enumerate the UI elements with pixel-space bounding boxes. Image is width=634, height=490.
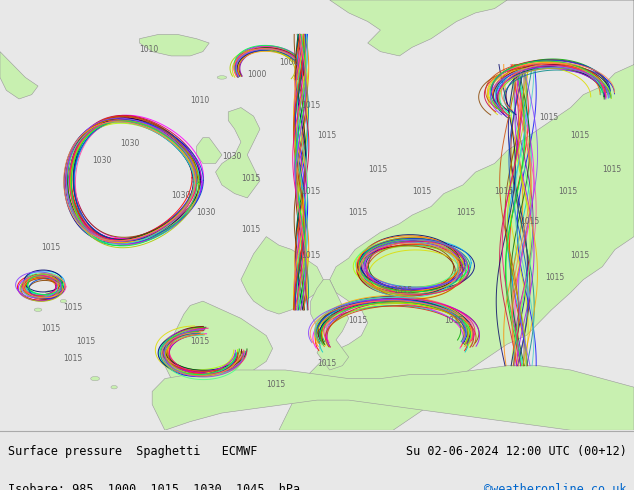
Text: 1015: 1015 (241, 225, 260, 234)
Text: 1030: 1030 (171, 191, 191, 200)
Polygon shape (152, 366, 634, 430)
Polygon shape (241, 237, 323, 314)
Ellipse shape (46, 291, 56, 294)
Text: 1015: 1015 (301, 100, 320, 110)
Text: 1015: 1015 (241, 173, 260, 183)
Ellipse shape (60, 299, 67, 303)
Text: 1015: 1015 (41, 243, 60, 251)
Polygon shape (279, 0, 634, 430)
Polygon shape (311, 280, 349, 370)
Text: 1015: 1015 (190, 337, 209, 346)
Text: ©weatheronline.co.uk: ©weatheronline.co.uk (484, 483, 626, 490)
Text: 1015: 1015 (520, 217, 539, 226)
Text: 1015: 1015 (602, 165, 621, 174)
Text: 1030: 1030 (120, 139, 140, 148)
Text: 1015: 1015 (41, 324, 60, 333)
Polygon shape (197, 138, 222, 164)
Text: 1015: 1015 (63, 303, 82, 312)
Ellipse shape (217, 76, 226, 79)
Text: 1015: 1015 (63, 354, 82, 364)
Text: Isobare: 985  1000  1015  1030  1045  hPa: Isobare: 985 1000 1015 1030 1045 hPa (8, 483, 300, 490)
Text: 1000: 1000 (247, 71, 267, 79)
Text: 1015: 1015 (317, 131, 336, 140)
Text: 1015: 1015 (266, 380, 285, 389)
Text: 1015: 1015 (539, 114, 558, 122)
Text: 1010: 1010 (190, 96, 209, 105)
Ellipse shape (91, 376, 100, 381)
Text: Su 02-06-2024 12:00 UTC (00+12): Su 02-06-2024 12:00 UTC (00+12) (406, 445, 626, 458)
Text: 1015: 1015 (571, 251, 590, 260)
Text: 1015: 1015 (558, 187, 577, 196)
Text: 1015: 1015 (301, 251, 320, 260)
Text: 1015: 1015 (393, 286, 412, 294)
Text: 1030: 1030 (197, 208, 216, 217)
Text: 1015: 1015 (76, 337, 95, 346)
Text: 1010: 1010 (139, 45, 158, 53)
Text: 1015: 1015 (456, 208, 476, 217)
Text: 1015: 1015 (495, 187, 514, 196)
Text: 1015: 1015 (349, 208, 368, 217)
Polygon shape (216, 108, 260, 198)
Polygon shape (165, 301, 273, 392)
Text: 1015: 1015 (349, 316, 368, 325)
Text: 1030: 1030 (222, 152, 242, 161)
Text: 1015: 1015 (412, 187, 431, 196)
Text: 1015: 1015 (317, 359, 336, 368)
Ellipse shape (34, 308, 42, 312)
Polygon shape (0, 51, 38, 99)
Ellipse shape (111, 386, 117, 389)
Text: 1015: 1015 (444, 316, 463, 325)
Text: Surface pressure  Spaghetti   ECMWF: Surface pressure Spaghetti ECMWF (8, 445, 257, 458)
Text: 1015: 1015 (368, 165, 387, 174)
Text: 1030: 1030 (92, 156, 112, 166)
Text: 1015: 1015 (301, 187, 320, 196)
Text: 1000: 1000 (279, 57, 299, 67)
Text: 1015: 1015 (571, 131, 590, 140)
Polygon shape (139, 34, 209, 56)
Text: 1015: 1015 (545, 272, 564, 282)
